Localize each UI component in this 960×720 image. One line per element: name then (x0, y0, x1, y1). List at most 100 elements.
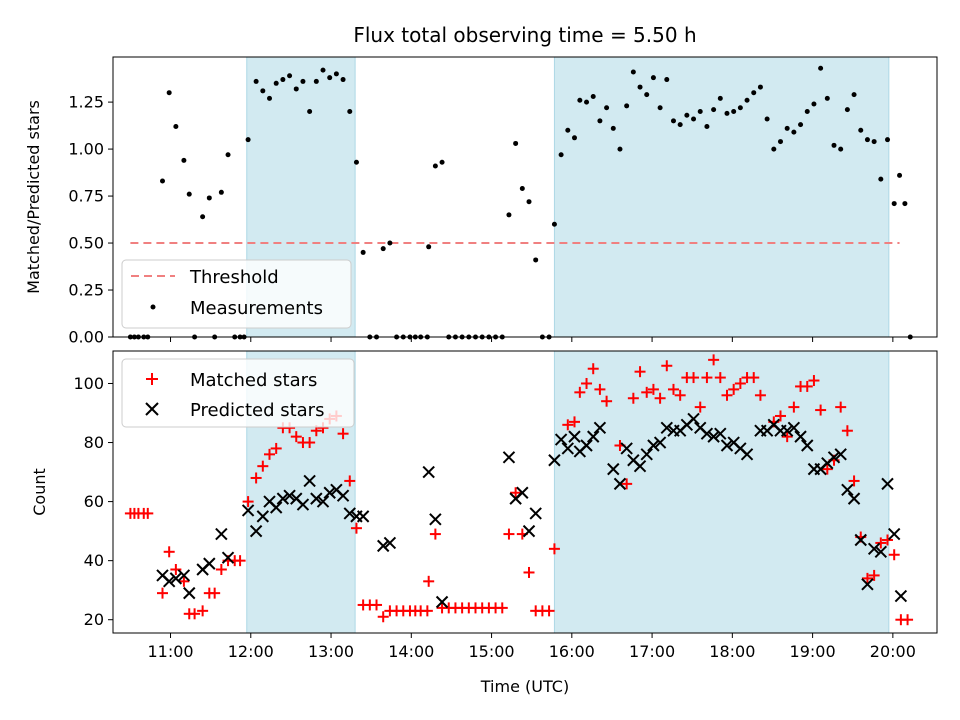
matched-star-point-111 (868, 569, 880, 581)
predicted-x-b (429, 513, 442, 526)
measurement-point-30 (313, 78, 319, 84)
predicted-x-b (587, 430, 600, 443)
predicted-x-b (256, 510, 270, 523)
x-tick-label: 15:00 (469, 642, 515, 661)
bottom-y-axis-label: Count (30, 468, 49, 516)
matched-star-point-112 (875, 537, 887, 549)
predicted-x-b (316, 495, 330, 508)
matched-stars-points (124, 354, 914, 626)
top-y-tick-label: 0.00 (68, 328, 104, 347)
predicted-star-point-39 (554, 433, 568, 446)
measurement-point-91 (711, 107, 717, 113)
predicted-x-b (767, 418, 781, 432)
matched-star-point-35 (350, 522, 362, 534)
predicted-x-b (727, 436, 740, 449)
measurement-point-111 (844, 107, 850, 113)
predicted-star-point-25 (343, 507, 356, 520)
matched-star-point-65 (543, 605, 555, 617)
predicted-star-point-33 (502, 451, 516, 464)
matched-star-point-5 (142, 507, 154, 519)
measurement-point-97 (751, 90, 757, 96)
legend-threshold-label: Threshold (189, 267, 279, 288)
predicted-x-b (620, 442, 633, 455)
predicted-star-point-12 (256, 510, 270, 523)
predicted-x-b (660, 421, 673, 434)
matched-star-point-87 (701, 372, 713, 384)
top-panel: 0.00 0.25 0.50 0.75 1.00 1.25 Matched/Predict… (24, 56, 938, 347)
predicted-star-point-27 (356, 510, 370, 523)
matched-star-point-81 (661, 360, 673, 372)
predicted-star-point-78 (827, 451, 841, 464)
matched-star-point-6 (156, 587, 168, 599)
matched-star-point-95 (754, 389, 766, 401)
predicted-x-b (276, 492, 290, 505)
matched-star-point-103 (815, 404, 827, 416)
measurement-point-79 (630, 69, 636, 75)
matched-star-point-21 (257, 460, 269, 472)
matched-star-point-58 (496, 602, 508, 614)
predicted-star-point-50 (633, 459, 647, 473)
matched-star-point-86 (694, 401, 706, 413)
measurement-point-90 (704, 124, 710, 130)
measurement-point-6 (159, 178, 165, 184)
measurement-point-67 (551, 221, 557, 227)
bottom-legend-box (121, 358, 355, 428)
predicted-star-point-71 (780, 424, 794, 437)
predicted-x-b (269, 501, 283, 514)
predicted-star-point-45 (593, 421, 607, 434)
measurement-point-95 (737, 105, 743, 111)
predicted-x-b (336, 489, 350, 502)
measurement-point-28 (300, 78, 306, 84)
predicted-star-point-20 (310, 492, 323, 505)
predicted-x-b (794, 430, 807, 443)
measurement-point-15 (218, 189, 224, 195)
predicted-star-point-53 (653, 436, 667, 449)
top-x-ticks (170, 337, 894, 342)
predicted-x-b (593, 421, 607, 434)
predicted-x-b (874, 545, 888, 559)
measurement-point-8 (173, 124, 179, 130)
predicted-star-point-10 (241, 504, 255, 517)
measurement-point-50 (439, 159, 445, 165)
legend-predicted-swatch (145, 402, 159, 416)
legend-matched-label: Matched stars (190, 370, 317, 391)
measurement-point-61 (513, 140, 519, 146)
matched-star-point-48 (429, 528, 441, 540)
x-tick-label: 18:00 (709, 642, 755, 661)
predicted-x-b (640, 448, 653, 461)
x-tick-label: 13:00 (308, 642, 354, 661)
matched-star-point-82 (667, 383, 679, 395)
predicted-star-point-47 (613, 477, 627, 491)
predicted-star-point-41 (568, 430, 581, 443)
predicted-star-point-88 (894, 589, 908, 603)
predicted-stars-points (156, 412, 908, 609)
predicted-star-point-8 (215, 527, 228, 541)
measurement-point-101 (777, 139, 783, 145)
measurement-point-83 (657, 105, 663, 111)
predicted-x-b (310, 492, 323, 505)
predicted-star-point-14 (269, 501, 283, 514)
predicted-x-b (383, 536, 397, 550)
predicted-x-b (580, 439, 593, 452)
matched-star-point-75 (621, 478, 633, 490)
predicted-x-b (787, 421, 801, 434)
predicted-star-point-11 (249, 524, 263, 538)
top-measurement-points (127, 65, 913, 340)
predicted-star-point-37 (529, 507, 542, 520)
predicted-star-point-87 (887, 527, 901, 541)
predicted-x-b (162, 575, 176, 588)
top-y-ticks: 0.00 0.25 0.50 0.75 1.00 1.25 (68, 93, 113, 347)
predicted-star-point-83 (861, 578, 874, 591)
predicted-star-point-22 (323, 486, 336, 499)
top-shaded-regions (246, 56, 890, 338)
matched-star-point-70 (581, 377, 593, 389)
measurement-point-62 (519, 186, 525, 192)
measurement-point-68 (558, 152, 564, 158)
predicted-star-point-4 (177, 569, 191, 582)
predicted-x-b (548, 454, 561, 467)
measurement-point-74 (597, 118, 603, 124)
x-axis-label: Time (UTC) (480, 677, 569, 696)
measurement-point-82 (650, 75, 656, 81)
predicted-star-point-79 (834, 448, 847, 461)
